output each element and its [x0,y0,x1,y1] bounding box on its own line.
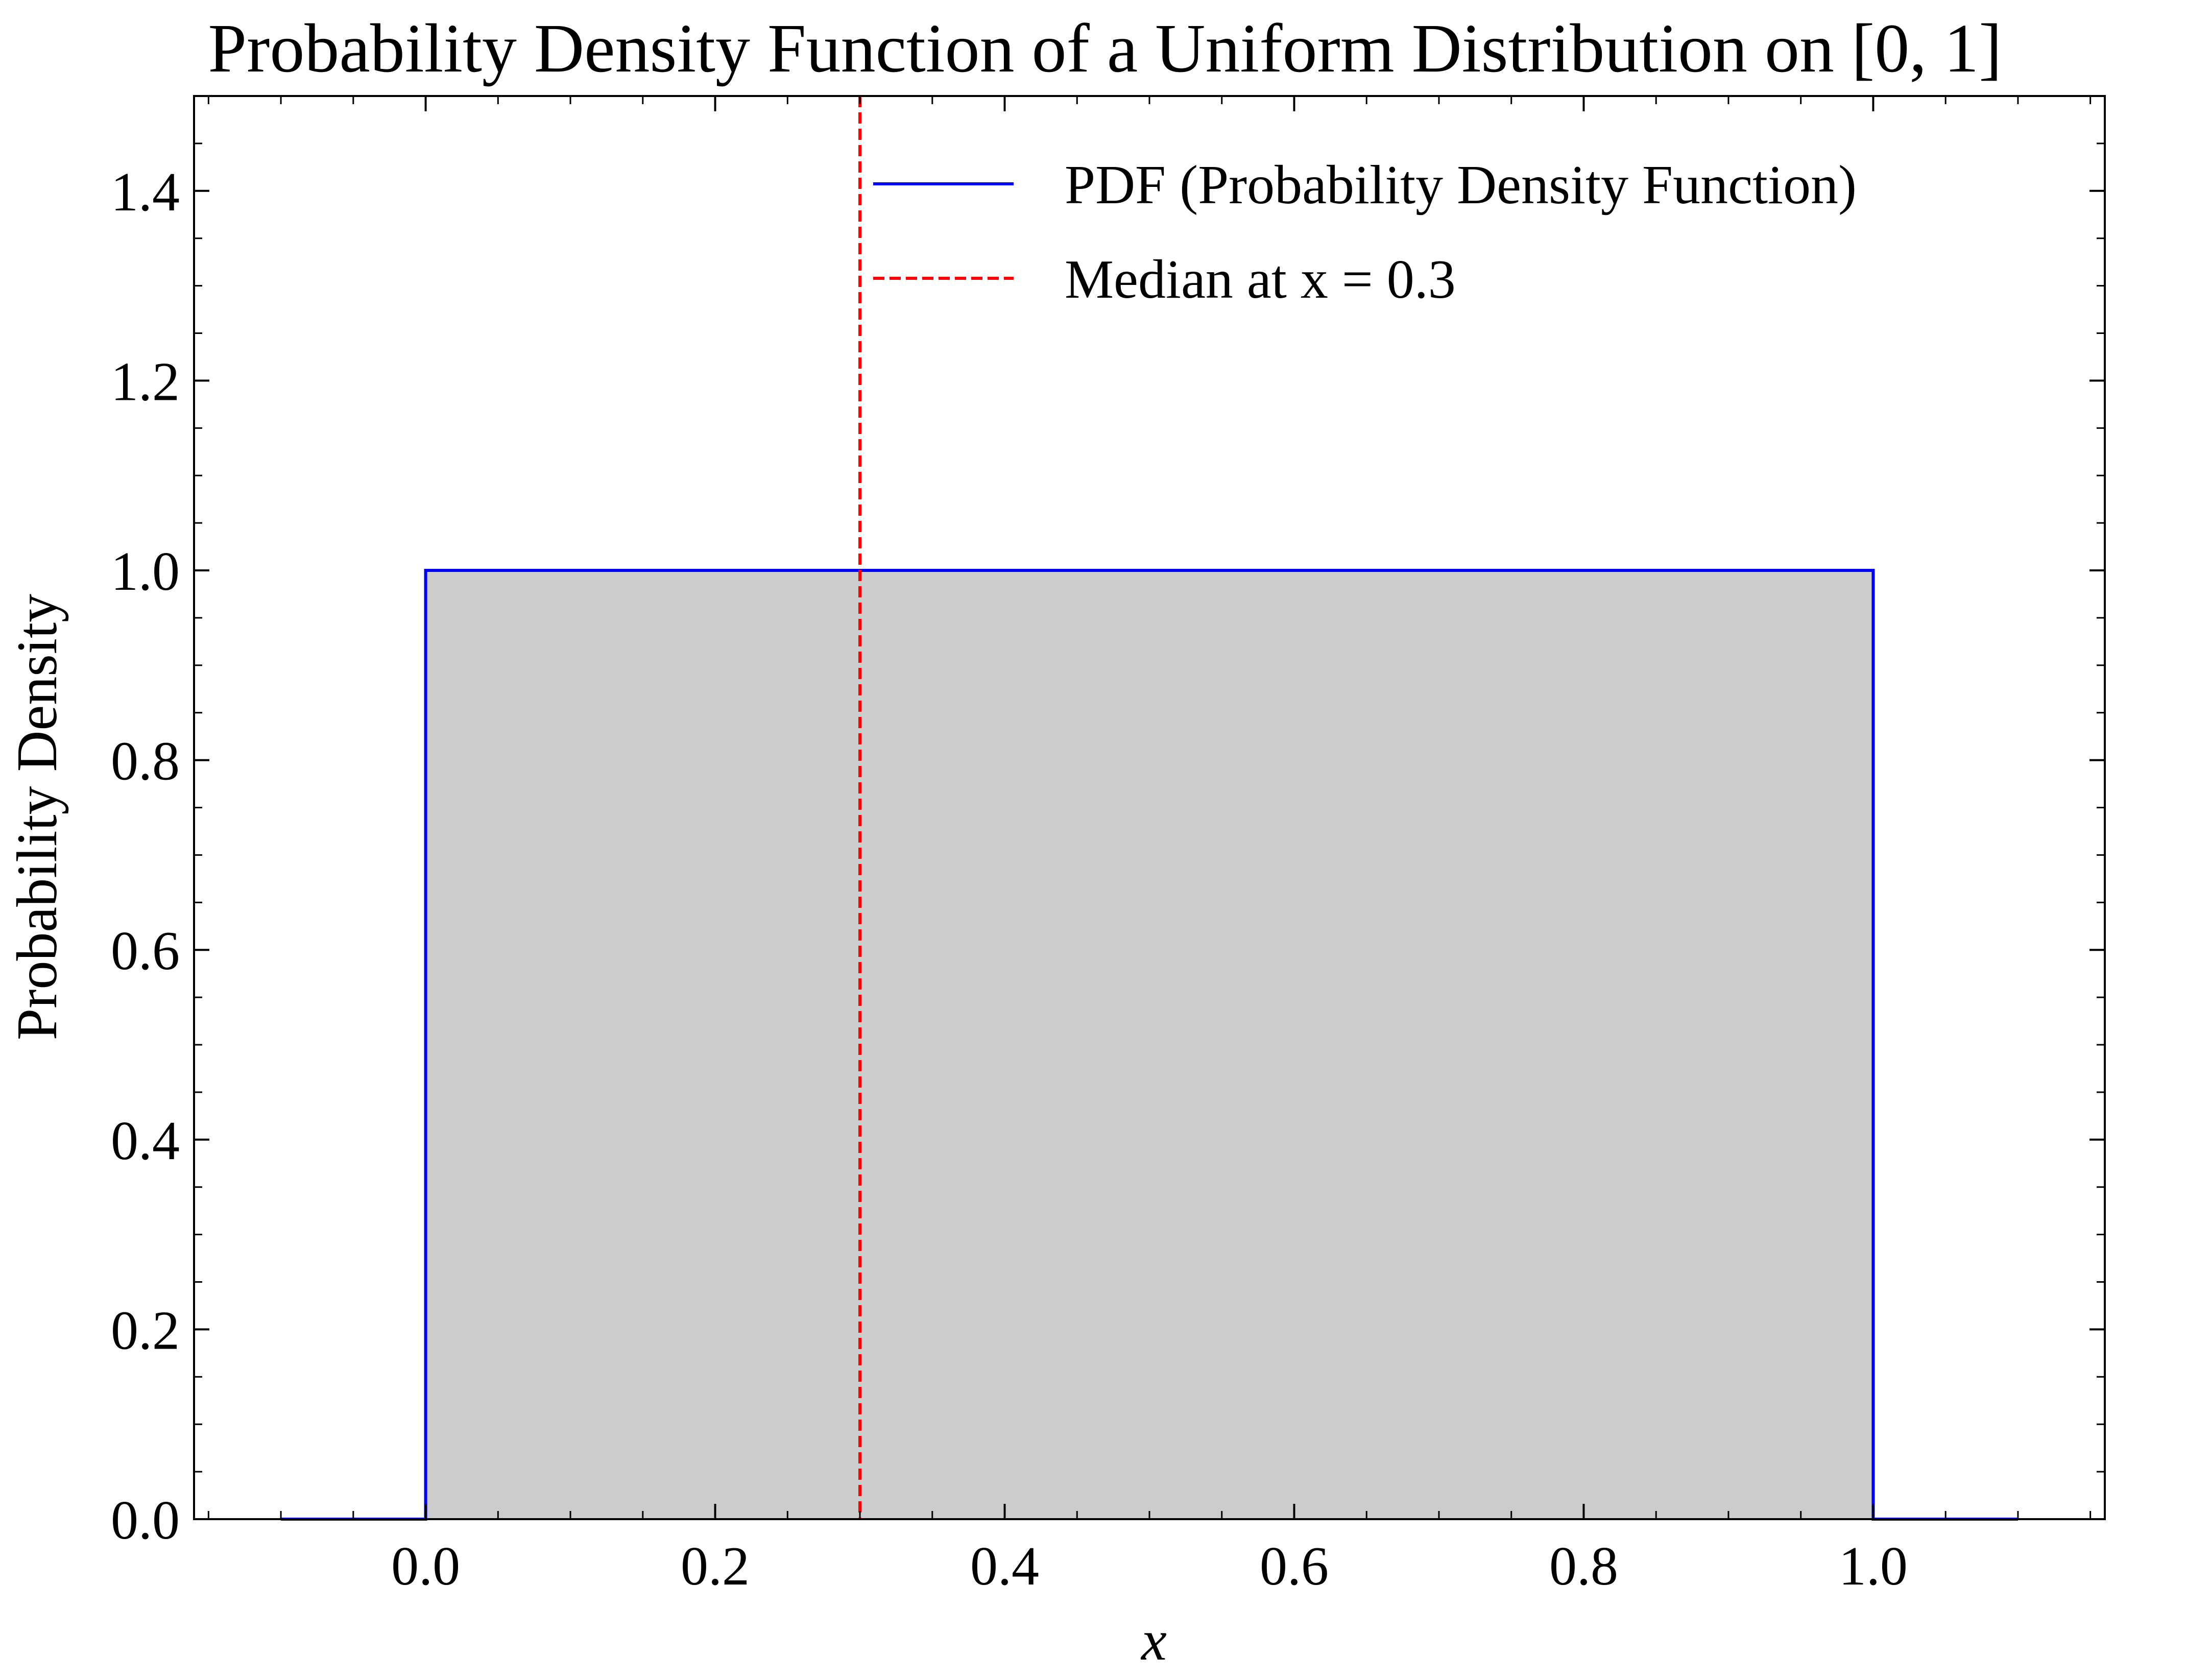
y-axis-label: Probability Density [6,594,69,1040]
x-tick-label: 0.8 [1549,1536,1618,1597]
x-tick-label: 0.6 [1260,1536,1329,1597]
x-tick-label: 0.0 [391,1536,460,1597]
chart-title: Probability Density Function of a Unifor… [208,10,2002,87]
x-tick-label: 0.4 [970,1536,1039,1597]
y-tick-label: 0.6 [111,921,180,981]
y-tick-label: 1.0 [111,541,180,602]
y-tick-label: 0.4 [111,1111,180,1171]
y-tick-label: 1.4 [111,162,180,223]
legend-entry-label: Median at x = 0.3 [1065,249,1456,310]
x-axis-label: x [1140,1609,1167,1672]
y-tick-label: 0.0 [111,1490,180,1551]
legend: PDF (Probability Density Function) Median… [873,155,1857,310]
x-tick-label: 1.0 [1839,1536,1908,1597]
y-tick-label: 0.2 [111,1300,180,1361]
x-tick-label: 0.2 [681,1536,750,1597]
legend-entry-label: PDF (Probability Density Function) [1065,155,1857,215]
ticks: 0.0 0.2 0.4 0.6 0.8 1.0 0.0 0.2 0.4 0.6 0.8 1.0 1.2 1… [111,95,2105,1597]
pdf-fill-area [425,570,1873,1519]
y-tick-label: 0.8 [111,731,180,792]
plot-fill-layer [425,570,1873,1519]
y-tick-label: 1.2 [111,351,180,412]
